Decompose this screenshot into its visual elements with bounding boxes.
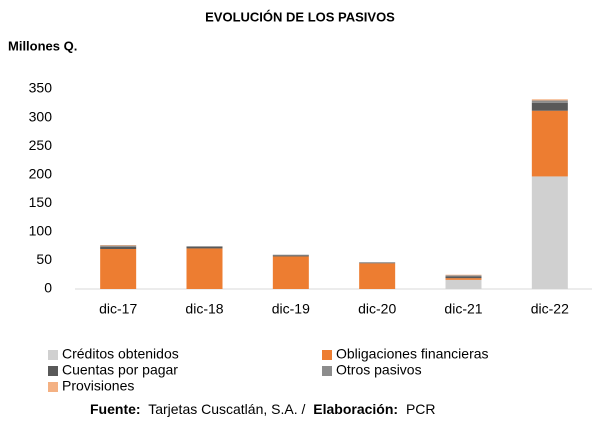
bar-segment [186,246,223,249]
bar-segment [445,276,482,279]
legend-swatch [322,366,332,376]
y-tick-label: 250 [29,137,53,153]
source-label: Elaboración: [313,401,398,417]
legend-swatch [322,350,332,360]
bar-segment [359,262,396,263]
bar-segment [531,100,568,103]
bar-segment [186,246,223,247]
legend-label: Cuentas por pagar [62,362,178,378]
legend-label: Obligaciones financieras [336,346,489,362]
y-tick-label: 300 [29,108,53,124]
y-tick-label: 50 [36,251,52,267]
x-tick-label: dic-18 [185,301,223,317]
legend-swatch [48,366,58,376]
x-tick-label: dic-17 [99,301,137,317]
legend-label: Provisiones [62,378,134,394]
bar-segment [272,255,309,257]
bar-segment [100,245,137,246]
y-tick-label: 200 [29,165,53,181]
bar-segment [186,248,223,289]
bar-segment [100,245,137,247]
bar-segment [272,254,309,256]
bar-segment [445,278,482,280]
bar-segment [445,279,482,289]
x-tick-label: dic-20 [358,301,396,317]
bar-segment [531,176,568,289]
source-text: Tarjetas Cuscatlán, S.A. / [148,401,305,417]
y-tick-label: 0 [44,280,52,296]
legend-label: Créditos obtenidos [62,346,179,362]
bar-segment [531,99,568,101]
bar-segment [445,275,482,277]
y-tick-label: 350 [29,80,53,96]
bar-segment [100,246,137,249]
y-tick-label: 100 [29,223,53,239]
y-tick-label: 150 [29,194,53,210]
bar-segment [100,249,137,289]
bar-segment [445,274,482,276]
source: Fuente: Tarjetas Cuscatlán, S.A. / Elabo… [90,401,436,417]
bar-segment [531,102,568,111]
y-axis-label: Millones Q. [8,38,77,53]
bar-segment [531,110,568,177]
bar-segment [272,256,309,289]
source-text: PCR [406,401,436,417]
source-label: Fuente: [90,401,141,417]
chart-title: EVOLUCIÓN DE LOS PASIVOS [205,9,395,24]
bar-segment [359,262,396,264]
legend-swatch [48,350,58,360]
legend-swatch [48,382,58,392]
x-tick-label: dic-19 [272,301,310,317]
legend-label: Otros pasivos [336,362,422,378]
x-tick-label: dic-21 [444,301,482,317]
x-tick-label: dic-22 [531,301,569,317]
bar-segment [359,263,396,289]
